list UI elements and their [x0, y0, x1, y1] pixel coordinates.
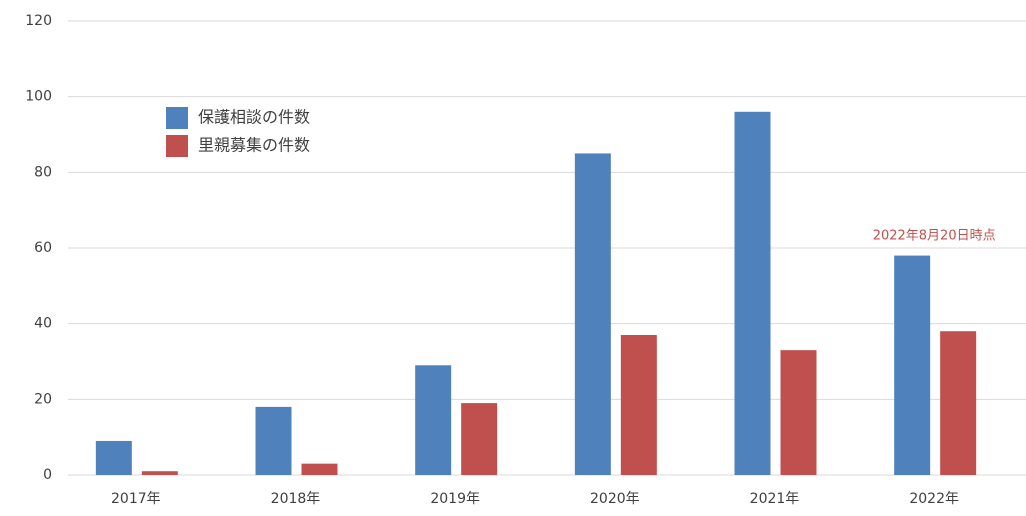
legend-label: 里親募集の件数 — [198, 136, 310, 155]
y-tick-label: 60 — [34, 240, 52, 256]
x-tick-label: 2020年 — [590, 491, 640, 507]
y-tick-label: 40 — [34, 316, 52, 332]
bar — [415, 365, 452, 475]
y-tick-label: 80 — [34, 164, 52, 180]
x-tick-label: 2019年 — [430, 491, 480, 507]
bar — [574, 153, 611, 475]
bar — [620, 335, 657, 475]
legend-swatch — [166, 135, 188, 157]
bar — [255, 406, 292, 475]
y-tick-label: 20 — [34, 391, 52, 407]
x-tick-label: 2017年 — [111, 491, 161, 507]
y-tick-label: 0 — [43, 467, 52, 483]
x-tick-label: 2022年 — [909, 491, 959, 507]
bar — [301, 463, 338, 475]
bar — [141, 471, 178, 475]
legend-label: 保護相談の件数 — [198, 108, 310, 127]
bar — [940, 331, 977, 475]
x-tick-label: 2018年 — [271, 491, 321, 507]
y-tick-label: 100 — [25, 89, 52, 105]
bar — [461, 403, 498, 475]
y-tick-label: 120 — [25, 13, 52, 29]
annotation: 2022年8月20日時点 — [873, 229, 996, 244]
legend-swatch — [166, 107, 188, 129]
bar — [894, 255, 931, 475]
bar — [95, 440, 132, 475]
bar — [780, 350, 817, 475]
bar — [734, 111, 771, 476]
x-tick-label: 2021年 — [750, 491, 800, 507]
